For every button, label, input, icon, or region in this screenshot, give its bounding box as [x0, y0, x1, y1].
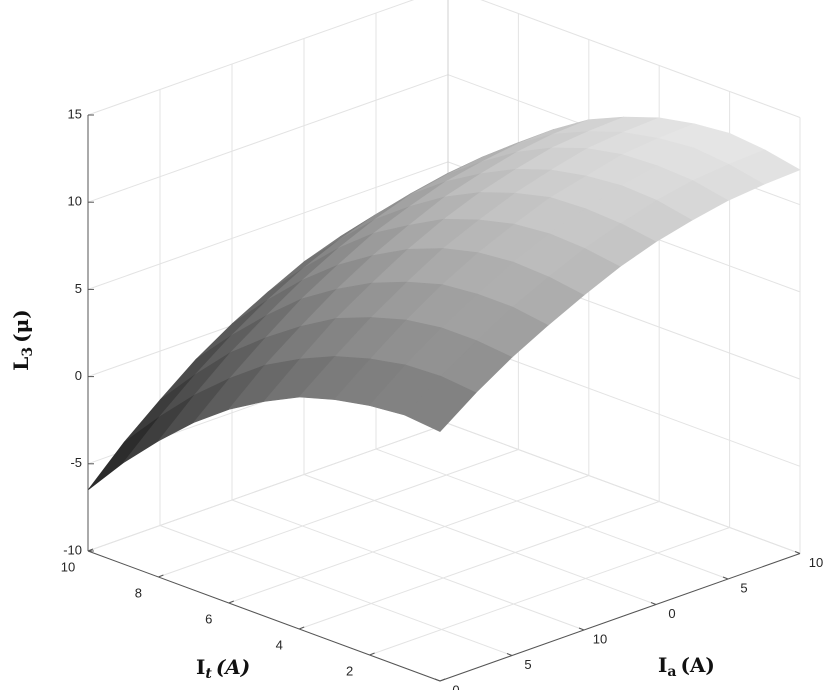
axes-layer: -10-5051015024681005100510 [61, 106, 823, 690]
grid-line [480, 0, 801, 118]
surface-patch [87, 416, 160, 491]
y-label-sub: a [667, 664, 676, 680]
surface-patch [404, 375, 477, 432]
z-tick-label: 10 [68, 194, 82, 209]
grid-line [375, 448, 729, 580]
grid-line [447, 423, 801, 554]
x-label-unit: (A) [216, 655, 250, 679]
z-tick-label: 0 [75, 368, 82, 383]
y-tick-label: 5 [524, 657, 531, 672]
tick-mark [158, 574, 164, 578]
y-axis-line [439, 553, 801, 682]
y-axis-label: Ia (A) [658, 653, 715, 681]
z-tick-label: 5 [75, 281, 82, 296]
z-tick-label: -5 [70, 455, 82, 470]
grid-line [299, 501, 660, 630]
x-label-sub: t [205, 666, 212, 682]
tick-mark [506, 653, 513, 656]
tick-mark [369, 652, 375, 656]
x-tick-label: 10 [61, 559, 75, 574]
grid-line [228, 475, 589, 604]
grid-line [303, 474, 657, 605]
x-tick-label: 8 [135, 585, 142, 600]
x-axis-label: It (A) [196, 655, 250, 683]
grid-line [369, 527, 730, 656]
y-tick-label: 5 [740, 580, 747, 595]
x-label-main: I [196, 655, 205, 679]
tick-mark [299, 626, 305, 630]
z-label-unit: (μ) [9, 309, 33, 343]
grid-line [87, 0, 415, 116]
tick-mark [794, 551, 801, 554]
grid-line [87, 423, 449, 552]
x-tick-label: 4 [276, 637, 283, 652]
x-tick-label: 2 [346, 663, 353, 678]
y-tick-label: 0 [668, 606, 675, 621]
x-axis-line [87, 550, 441, 682]
z-label-main: L [9, 357, 33, 371]
x-tick-label: 6 [205, 611, 212, 626]
y-label-main: I [658, 653, 667, 677]
tick-mark [439, 678, 446, 682]
y-tick-label: 0 [452, 682, 459, 690]
y-label-unit: (A) [680, 653, 714, 677]
tick-mark [228, 600, 234, 604]
grid-line [158, 449, 519, 578]
grid-line [87, 161, 449, 290]
tick-mark [434, 678, 441, 682]
tick-mark [650, 602, 657, 605]
y-tick-label: 10 [809, 555, 823, 570]
grid-line [231, 499, 585, 631]
y-tick-label: 10 [593, 631, 607, 646]
tick-mark [87, 548, 94, 552]
z-tick-label: 15 [68, 106, 82, 121]
grid-line [159, 525, 513, 656]
tick-mark [578, 627, 585, 631]
z-label-sub: 3 [20, 347, 36, 357]
grid-line [87, 74, 449, 203]
surface-layer [87, 116, 801, 491]
z-axis-label: L3 (μ) [9, 309, 37, 370]
tick-mark [722, 576, 729, 580]
z-tick-label: -10 [63, 542, 82, 557]
